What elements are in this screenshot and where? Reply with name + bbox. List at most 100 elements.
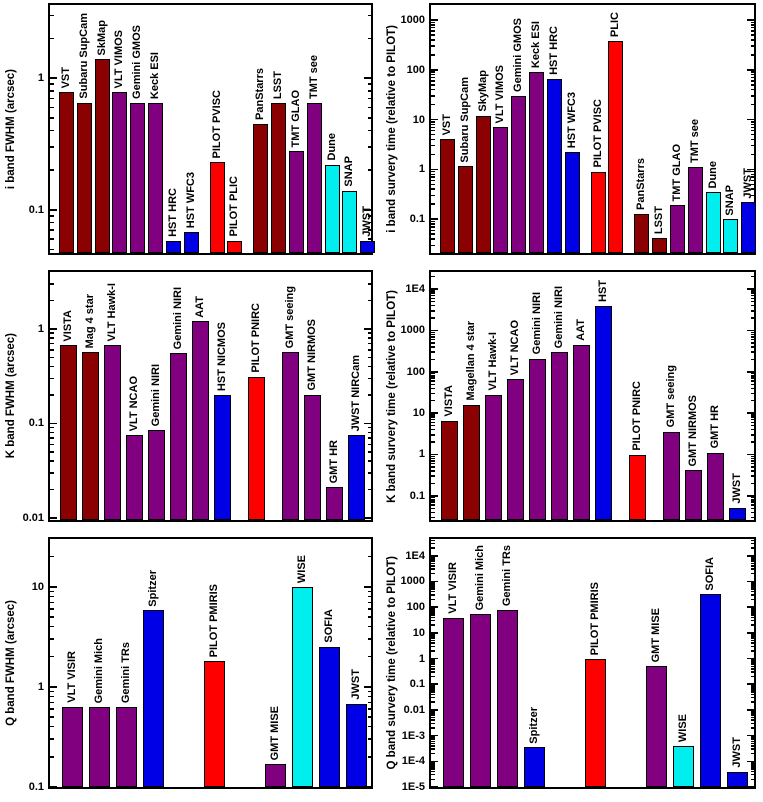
- y-tick: [431, 346, 435, 348]
- y-tick: [367, 608, 371, 610]
- y-tick: [750, 173, 754, 175]
- bar-gmt-seeing: [663, 431, 680, 520]
- y-tick: [750, 470, 754, 472]
- y-tick: [750, 428, 754, 431]
- y-tick: [367, 738, 371, 740]
- bar-pilot-pmiris: [204, 661, 225, 787]
- y-tick: [431, 26, 435, 29]
- bar-vst: [59, 92, 74, 253]
- y-tick: [367, 460, 371, 462]
- bar-label: Subaru SupCam: [77, 13, 90, 99]
- y-tick: [431, 168, 438, 171]
- y-tick: [750, 722, 754, 725]
- y-tick: [750, 716, 754, 719]
- y-tick: [50, 756, 54, 758]
- y-tick: [431, 220, 435, 223]
- y-tick: [750, 610, 754, 612]
- bar-label: PILOT PVISC: [210, 89, 223, 159]
- bar-gmt-mise: [646, 666, 667, 787]
- bar-wise: [292, 586, 313, 787]
- y-tick: [431, 761, 435, 764]
- y-tick: [367, 349, 371, 351]
- y-tick: [431, 183, 435, 186]
- y-tick: [431, 226, 435, 228]
- y-tick: [431, 288, 438, 290]
- y-tick: [50, 616, 54, 618]
- bar-label: PanStarrs: [635, 157, 648, 210]
- y-tick: [364, 786, 371, 788]
- bar-jwst: [346, 703, 367, 787]
- y-tick: [431, 752, 435, 755]
- y-tick: [50, 716, 54, 718]
- y-tick: [367, 394, 371, 396]
- panel-q-band-survey-time: Q band survery time (relative to PILOT) V…: [381, 534, 763, 802]
- y-tick: [750, 693, 754, 696]
- y-tick-label: 1: [37, 680, 44, 693]
- y-tick: [367, 695, 371, 698]
- bar-label: VLT VISIR: [447, 562, 459, 614]
- y-tick: [750, 565, 754, 567]
- y-tick: [367, 342, 371, 345]
- y-tick: [750, 642, 754, 644]
- bar-sofia: [319, 647, 340, 787]
- y-tick: [431, 770, 435, 773]
- y-tick: [50, 394, 54, 396]
- bar-label: PanStarrs: [254, 67, 267, 120]
- y-tick: [367, 616, 371, 618]
- bar-label: PILOT PVISC: [591, 99, 604, 168]
- y-tick: [431, 73, 435, 76]
- bar-label: Gemini TRs: [501, 545, 513, 607]
- bar-label: PILOT PNIRC: [631, 380, 643, 451]
- y-tick: [431, 470, 435, 472]
- y-tick: [750, 460, 754, 462]
- y-tick: [431, 501, 435, 503]
- y-tick: [750, 336, 754, 338]
- bar-label: HST: [597, 279, 609, 302]
- y-tick-label: 1E4: [405, 549, 425, 562]
- y-tick: [431, 590, 435, 593]
- y-tick: [431, 336, 435, 338]
- bar-label: Mag 4 star: [84, 293, 96, 348]
- bar-label: GMT NIRMOS: [687, 394, 699, 467]
- y-tick: [431, 691, 435, 693]
- y-tick: [431, 557, 435, 560]
- bar-jwst: [727, 771, 748, 787]
- y-tick: [367, 146, 371, 148]
- y-tick: [431, 188, 435, 190]
- y-tick: [750, 714, 754, 717]
- y-tick: [367, 97, 371, 100]
- y-tick: [750, 103, 754, 106]
- y-tick: [431, 418, 435, 421]
- y-tick: [431, 671, 435, 673]
- bar-label: HST NICMOS: [216, 321, 228, 391]
- y-tick: [431, 559, 435, 561]
- y-tick-label: 100: [406, 63, 425, 76]
- y-tick: [431, 399, 435, 402]
- y-tick: [747, 580, 754, 583]
- bar-label: Gemini GMOS: [512, 17, 525, 92]
- y-tick: [431, 414, 435, 416]
- y-tick: [431, 173, 435, 175]
- y-tick: [750, 612, 754, 614]
- y-tick: [431, 428, 435, 431]
- y-tick: [367, 555, 371, 558]
- bar-label: Subaru SupCam: [458, 76, 471, 163]
- y-tick: [364, 209, 371, 211]
- y-tick: [367, 701, 371, 704]
- bar-label: SNAP: [724, 184, 737, 216]
- y-tick: [750, 636, 754, 638]
- bar-label: TMT GLAO: [671, 143, 683, 202]
- y-tick: [367, 377, 371, 380]
- y-tick: [431, 637, 435, 640]
- y-tick: [431, 372, 435, 375]
- bar-vlt-visir: [443, 617, 464, 787]
- y-tick: [431, 713, 435, 715]
- bar-vlt-vimos: [112, 92, 128, 253]
- bar-gemini-niri: [148, 430, 165, 520]
- y-tick: [750, 501, 754, 503]
- y-tick: [431, 88, 435, 91]
- y-tick: [431, 539, 435, 542]
- y-tick: [431, 547, 435, 549]
- y-tick: [431, 658, 435, 661]
- y-tick: [431, 740, 435, 743]
